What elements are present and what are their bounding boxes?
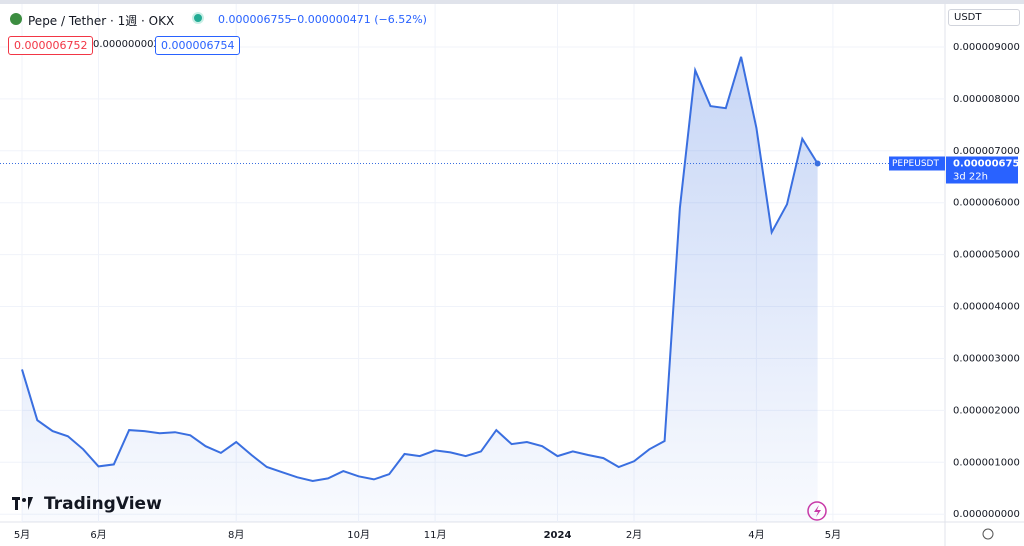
y-tick-label: 0.000001000 (953, 457, 1020, 468)
symbol-tag-text: PEPEUSDT (892, 159, 939, 169)
logo-mark (15, 497, 18, 510)
y-tick-label: 0.000008000 (953, 94, 1020, 105)
symbol-tag (889, 156, 945, 171)
x-tick-label: 10月 (347, 529, 370, 541)
y-tick-label: 0.000009000 (953, 42, 1020, 53)
y-tick-label: 0.000006000 (953, 198, 1020, 209)
settings-icon[interactable] (982, 528, 994, 540)
spread: 0.000000002 (93, 39, 160, 50)
symbol-title[interactable]: Pepe / Tether · 1週 · OKX (28, 14, 175, 28)
x-tick-label: 5月 (825, 529, 841, 541)
y-tick-label: 0.000000000 (953, 509, 1020, 520)
logo-mark (28, 497, 33, 510)
last-point (814, 160, 821, 167)
x-tick-label: 6月 (90, 529, 106, 541)
ask-button[interactable]: 0.000006754 (155, 36, 241, 55)
x-tick-label: 8月 (228, 529, 244, 541)
last-price: 0.000006755 (218, 13, 292, 26)
countdown-text: 3d 22h (953, 171, 988, 182)
x-tick-label: 2月 (626, 529, 642, 541)
flash-glyph (814, 505, 821, 517)
x-tick-label: 11月 (424, 529, 447, 541)
logo-mark (22, 498, 26, 502)
y-tick-label: 0.000002000 (953, 405, 1020, 416)
y-tick-label: 0.000005000 (953, 250, 1020, 261)
y-tick-label: 0.000007000 (953, 146, 1020, 157)
x-tick-label: 4月 (748, 529, 764, 541)
currency-select[interactable]: USDT (948, 9, 1020, 26)
price-tag (946, 156, 1018, 184)
x-tick-label: 2024 (544, 530, 572, 541)
x-tick-label: 5月 (14, 529, 30, 541)
status-dot (192, 12, 204, 26)
line (21, 56, 819, 483)
top-strip (0, 0, 1024, 4)
y-tick-label: 0.000003000 (953, 353, 1020, 364)
logo-text: TradingView (44, 494, 162, 514)
price-change: −0.000000471 (−6.52%) (288, 13, 427, 26)
price-tag-text: 0.000006755 (953, 158, 1024, 169)
flash-icon[interactable] (807, 501, 827, 521)
symbol-icon (10, 12, 22, 26)
area (22, 56, 818, 523)
bid-button[interactable]: 0.000006752 (8, 36, 94, 55)
y-tick-label: 0.000004000 (953, 302, 1020, 313)
